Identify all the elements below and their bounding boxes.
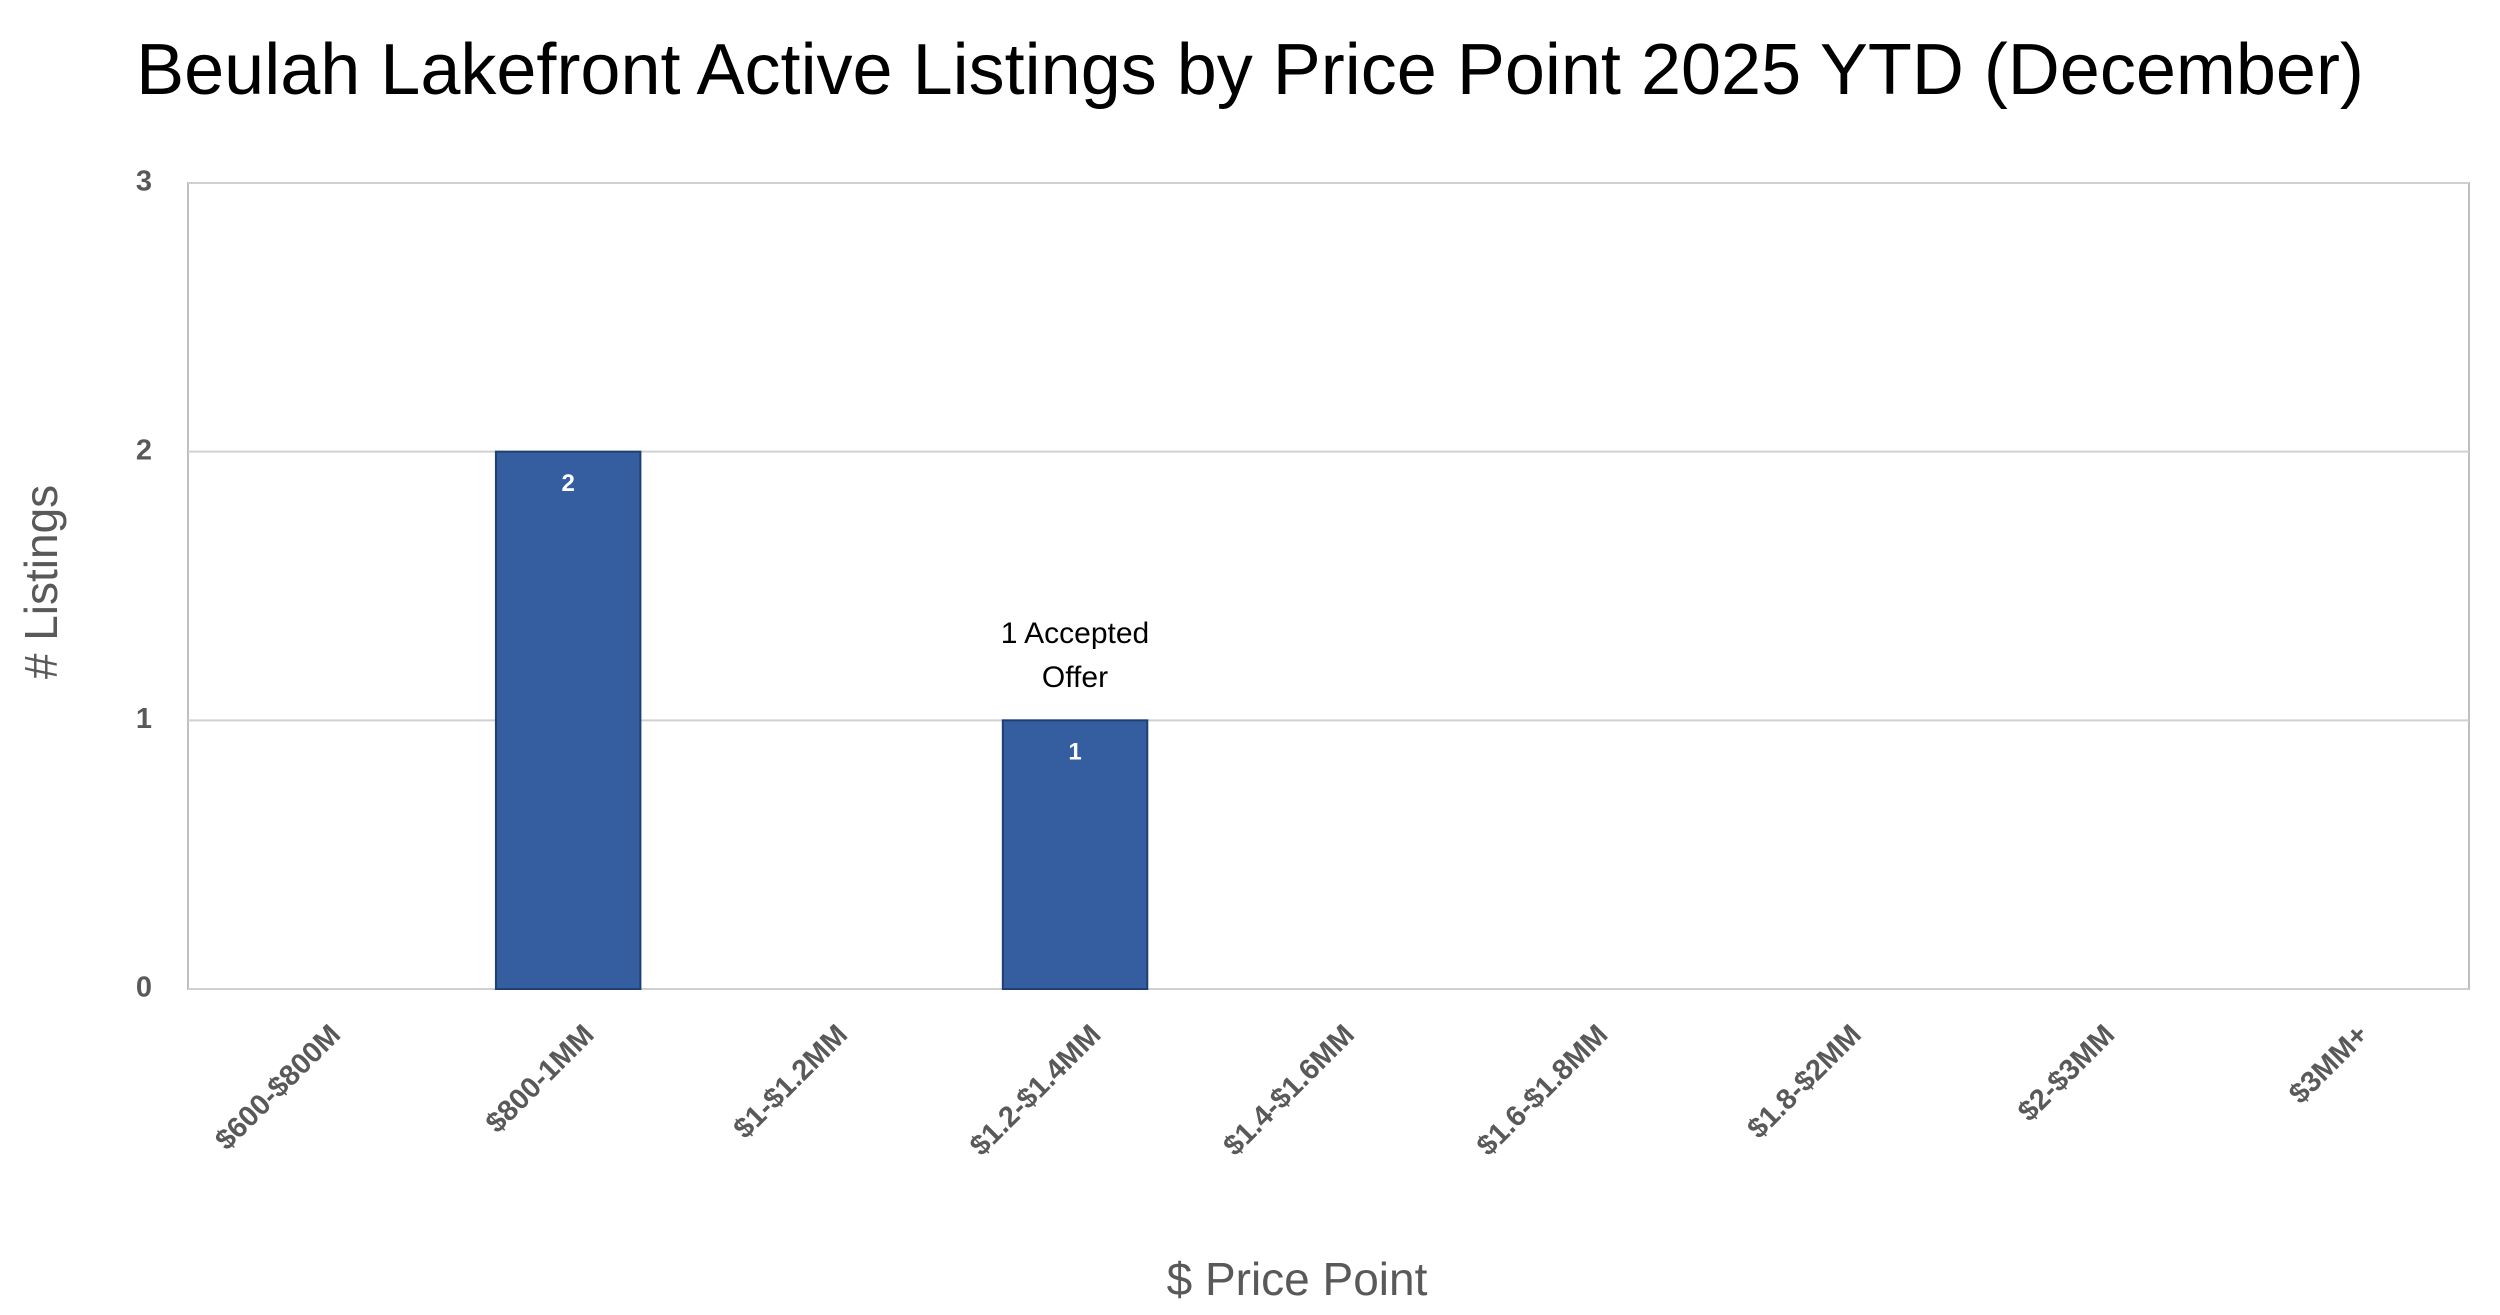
y-tick-label: 1 xyxy=(136,703,152,735)
y-tick-label: 3 xyxy=(136,166,152,198)
annotation: 1 Accepted Offer xyxy=(1000,617,1150,694)
x-tick-label: $800-1MM xyxy=(480,1019,601,1140)
x-tick-label: $2-$3MM xyxy=(2012,1019,2121,1128)
y-axis-title: # Listings xyxy=(15,485,67,679)
x-tick-label: $1-$1.2MM xyxy=(728,1019,854,1145)
x-axis-title: $ Price Point xyxy=(1167,1253,1428,1305)
y-tick-label: 0 xyxy=(136,972,152,1004)
data-label: 2 xyxy=(561,470,574,497)
bar xyxy=(494,450,642,990)
x-tick-label: $3MM+ xyxy=(2283,1019,2375,1111)
chart-title: Beulah Lakefront Active Listings by Pric… xyxy=(136,30,2364,110)
y-tick-label: 2 xyxy=(136,434,152,466)
x-tick-label: $1.6-$1.8MM xyxy=(1471,1019,1614,1162)
x-tick-label: $600-$800M xyxy=(209,1019,347,1157)
data-label: 1 xyxy=(1068,739,1081,766)
x-tick-label: $1.8-$2MM xyxy=(1741,1019,1867,1145)
x-tick-label: $1.2-$1.4MM xyxy=(964,1019,1107,1162)
bar xyxy=(1001,719,1149,990)
x-tick-label: $1.4-$1.6MM xyxy=(1217,1019,1360,1162)
